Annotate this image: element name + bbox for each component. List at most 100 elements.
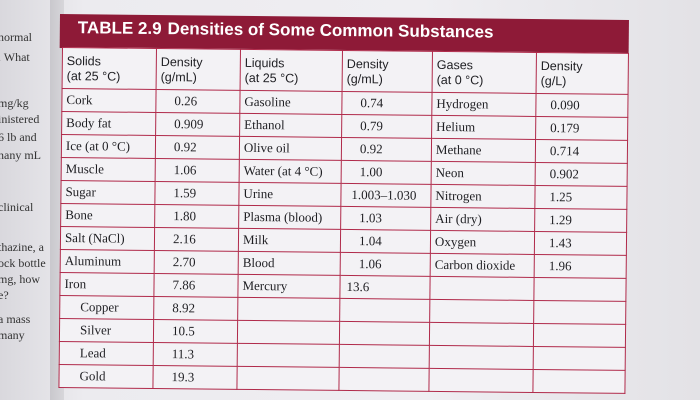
table-title: TABLE 2.9 Densities of Some Common Substa… bbox=[78, 18, 494, 42]
table-title-text: Densities of Some Common Substances bbox=[167, 19, 494, 42]
liquid-density: 1.03 bbox=[340, 206, 431, 231]
liquid-name: Mercury bbox=[237, 274, 341, 299]
solid-name: Muscle bbox=[61, 157, 156, 182]
liquid-name: Olive oil bbox=[239, 136, 342, 161]
margin-fragment: a mass bbox=[0, 312, 31, 326]
solid-density: 0.26 bbox=[155, 89, 241, 114]
solid-name: Ice (at 0 °C) bbox=[61, 134, 156, 159]
liquid-density bbox=[339, 344, 430, 369]
solid-name: Lead bbox=[59, 341, 154, 366]
solid-density: 11.3 bbox=[153, 342, 238, 367]
liquid-density bbox=[338, 367, 430, 392]
gas-name: Carbon dioxide bbox=[430, 253, 535, 278]
liquid-name: Gasoline bbox=[239, 90, 343, 115]
liquid-density: 1.06 bbox=[340, 252, 431, 277]
liquid-name bbox=[236, 366, 340, 391]
header-gases: Gases (at 0 °C) bbox=[432, 51, 537, 94]
liquid-density: 1.00 bbox=[341, 160, 432, 185]
liquid-name bbox=[237, 297, 340, 322]
solid-density: 2.16 bbox=[154, 227, 239, 252]
gas-density: 0.902 bbox=[535, 162, 628, 187]
solid-name: Iron bbox=[59, 272, 155, 297]
solid-name: Body fat bbox=[61, 111, 156, 136]
gas-density: 1.96 bbox=[534, 254, 627, 279]
liquid-density bbox=[339, 321, 430, 346]
table-header-row: Solids (at 25 °C) Density (g/mL) Liquids (a… bbox=[62, 47, 629, 95]
liquid-density: 0.92 bbox=[341, 137, 432, 162]
solid-density: 1.59 bbox=[154, 181, 240, 206]
gas-name: Methane bbox=[431, 138, 536, 163]
solid-name: Aluminum bbox=[60, 249, 155, 274]
liquid-name: Ethanol bbox=[239, 113, 342, 138]
gas-density: 0.714 bbox=[535, 139, 628, 164]
gas-density bbox=[533, 346, 626, 371]
solid-density: 0.92 bbox=[155, 135, 240, 160]
margin-text-fragments: normal . What mg/kg inistered 6 lb and n… bbox=[0, 0, 48, 400]
gas-name bbox=[429, 299, 534, 324]
solid-name: Salt (NaCl) bbox=[60, 226, 155, 251]
solid-name: Gold bbox=[58, 364, 154, 389]
table-row: Gold 19.3 bbox=[58, 364, 626, 394]
liquid-name: Blood bbox=[238, 251, 341, 276]
gas-name bbox=[428, 368, 534, 393]
gas-name: Hydrogen bbox=[431, 92, 537, 117]
solid-density: 1.06 bbox=[155, 158, 240, 183]
solid-name: Copper bbox=[59, 295, 154, 320]
solid-density: 10.5 bbox=[153, 319, 238, 344]
solid-density: 0.909 bbox=[155, 112, 240, 137]
gas-name: Oxygen bbox=[430, 230, 535, 255]
margin-fragment: ock bottle bbox=[0, 256, 46, 270]
margin-fragment: normal bbox=[0, 30, 32, 44]
solid-name: Cork bbox=[61, 88, 157, 113]
liquid-name bbox=[237, 320, 340, 345]
liquid-density bbox=[339, 298, 430, 323]
density-table: Solids (at 25 °C) Density (g/mL) Liquids (a… bbox=[58, 47, 629, 394]
liquid-density: 0.74 bbox=[341, 91, 433, 116]
margin-fragment: . What bbox=[0, 50, 30, 64]
gas-name bbox=[429, 345, 534, 370]
gas-name bbox=[429, 322, 534, 347]
solid-name: Sugar bbox=[60, 180, 156, 205]
gas-density: 1.25 bbox=[534, 185, 628, 210]
margin-fragment: mg, how bbox=[0, 272, 40, 286]
header-solids: Solids (at 25 °C) bbox=[62, 47, 157, 90]
liquid-name: Milk bbox=[238, 228, 341, 253]
solid-density: 7.86 bbox=[153, 273, 239, 298]
header-gases-density: Density (g/L) bbox=[536, 52, 629, 95]
gas-density: 1.43 bbox=[534, 231, 627, 256]
liquid-name: Water (at 4 °C) bbox=[239, 159, 342, 184]
solid-density: 1.80 bbox=[154, 204, 239, 229]
gas-density: 1.29 bbox=[534, 208, 627, 233]
liquid-name: Plasma (blood) bbox=[238, 205, 341, 230]
liquid-density: 13.6 bbox=[339, 275, 431, 300]
gas-name: Neon bbox=[431, 161, 536, 186]
header-liquids: Liquids (at 25 °C) bbox=[240, 49, 343, 92]
gas-name bbox=[429, 276, 535, 301]
margin-fragment: nany mL bbox=[0, 148, 41, 162]
margin-fragment: many bbox=[0, 328, 25, 342]
solid-name: Silver bbox=[59, 318, 154, 343]
liquid-name bbox=[237, 343, 340, 368]
gas-density: 0.179 bbox=[535, 116, 628, 141]
liquid-density: 0.79 bbox=[341, 114, 432, 139]
table-number: TABLE 2.9 bbox=[77, 18, 162, 39]
header-liquids-density: Density (g/mL) bbox=[342, 50, 433, 93]
gas-name: Air (dry) bbox=[430, 207, 535, 232]
solid-density: 8.92 bbox=[153, 296, 238, 321]
gas-name: Nitrogen bbox=[430, 184, 536, 209]
margin-fragment: mg/kg bbox=[0, 96, 29, 110]
gas-density bbox=[532, 369, 626, 394]
gas-density: 0.090 bbox=[535, 93, 629, 118]
gas-density bbox=[533, 323, 626, 348]
liquid-name: Urine bbox=[238, 182, 342, 207]
margin-fragment: inistered bbox=[0, 112, 40, 126]
solid-density: 19.3 bbox=[152, 365, 238, 390]
margin-fragment: clinical bbox=[0, 200, 34, 214]
liquid-density: 1.003–1.030 bbox=[340, 183, 432, 208]
gas-name: Helium bbox=[431, 115, 536, 140]
solid-density: 2.70 bbox=[154, 250, 239, 275]
header-solids-density: Density (g/mL) bbox=[156, 48, 241, 91]
gas-density bbox=[533, 300, 626, 325]
liquid-density: 1.04 bbox=[340, 229, 431, 254]
